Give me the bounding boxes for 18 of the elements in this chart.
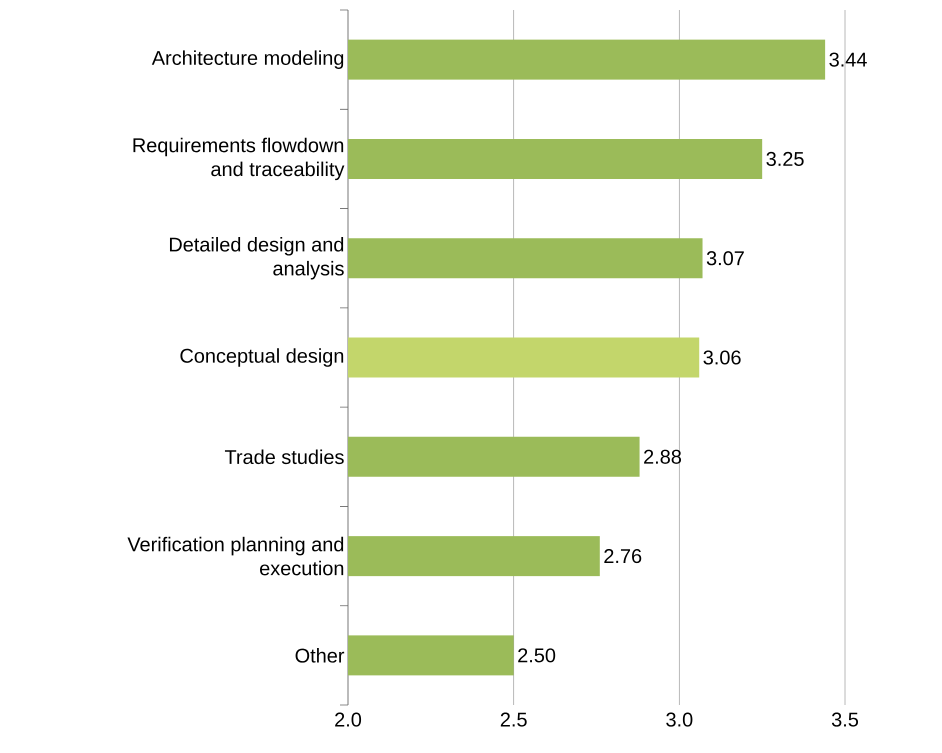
y-tick-label: Detailed design and analysis bbox=[170, 236, 344, 280]
y-tick-label: Conceptual design bbox=[180, 348, 344, 367]
data-label: 3.06 bbox=[704, 350, 741, 365]
data-label: 3.07 bbox=[706, 251, 744, 266]
data-label: 2.76 bbox=[604, 549, 642, 564]
x-tick-label: 3.0 bbox=[666, 712, 692, 727]
data-label: 2.50 bbox=[518, 648, 556, 662]
data-label: 2.88 bbox=[644, 450, 682, 464]
y-tick-label: Architecture modeling bbox=[152, 50, 344, 69]
y-tick-label: Other bbox=[296, 648, 344, 663]
x-tick-label: 2.0 bbox=[335, 712, 362, 727]
data-label: 3.25 bbox=[766, 152, 804, 166]
data-label: 3.44 bbox=[829, 52, 867, 67]
x-tick-label: 2.5 bbox=[500, 712, 527, 727]
y-tick-label: Trade studies bbox=[224, 449, 344, 464]
y-tick-label: Requirements flowdown and traceability bbox=[133, 138, 344, 180]
y-tick-label: Verification planning and execution bbox=[127, 536, 344, 576]
x-tick-label: 3.5 bbox=[832, 712, 858, 727]
